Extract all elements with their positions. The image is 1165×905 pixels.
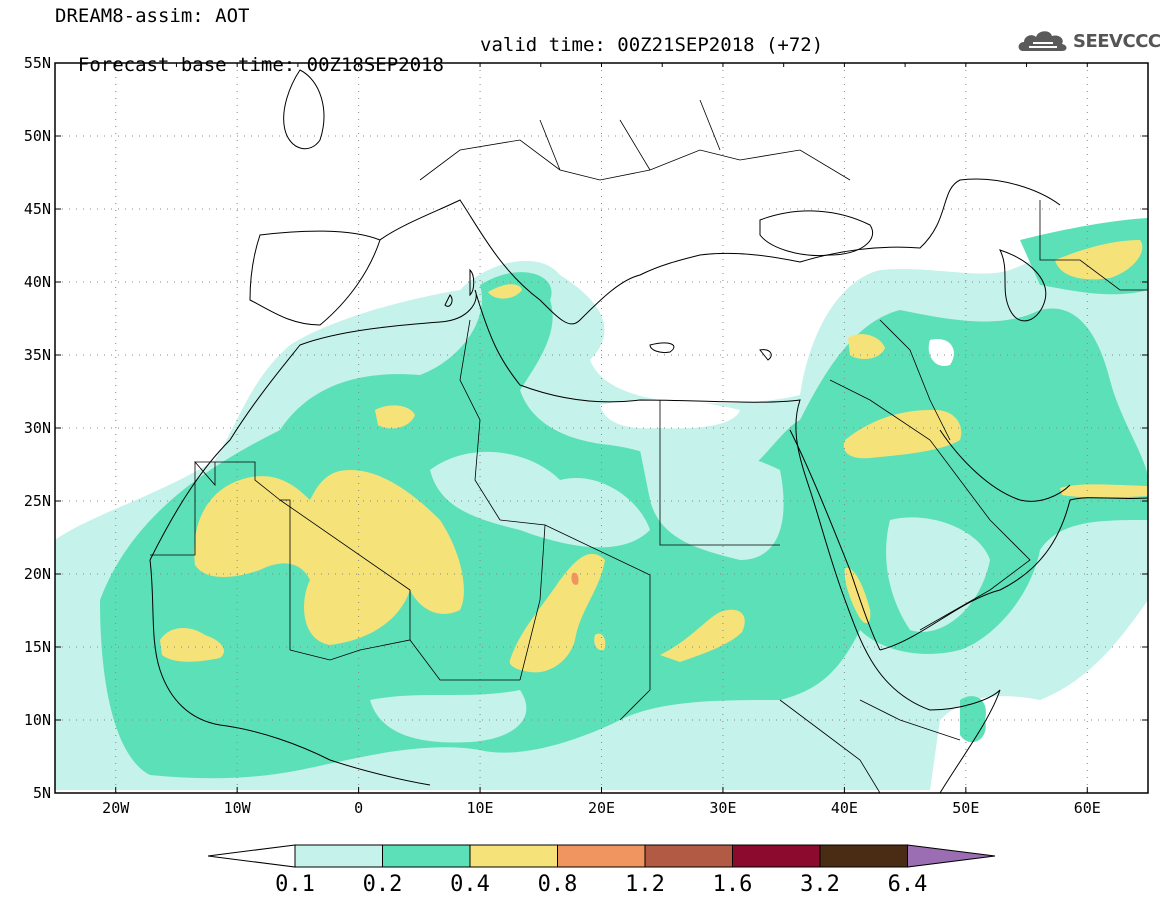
- aot-band-02c: [960, 696, 986, 743]
- aot-band-08-spot: [571, 572, 579, 585]
- colorbar-segment: [469, 844, 558, 868]
- border-central-asia: [1039, 200, 1148, 291]
- aot-band-04-main: [194, 470, 464, 645]
- aot-band-04-f: [848, 334, 885, 360]
- aot-band-04-e: [843, 409, 962, 459]
- latitude-labels: 55N 50N 45N 40N 35N 30N 25N 20N 15N 10N 5N: [24, 54, 51, 802]
- aot-band-04-b: [509, 553, 605, 673]
- border-libya-egypt: [659, 400, 780, 546]
- west-africa-coast: [149, 559, 431, 786]
- mediterranean-islands: [444, 268, 772, 361]
- forecast-times: Forecast base time: 00Z18SEP2018 valid t…: [55, 35, 823, 95]
- border-chad-sudan: [544, 524, 651, 721]
- lon-label: 40E: [831, 799, 858, 817]
- lon-label: 60E: [1074, 799, 1101, 817]
- border-algeria-libya: [459, 319, 501, 521]
- lat-label: 5N: [33, 784, 51, 802]
- aot-low-patch-1: [430, 451, 650, 548]
- logo-text: SEEVCCC: [1073, 30, 1161, 52]
- uk: [283, 69, 325, 150]
- lat-label: 30N: [24, 419, 51, 437]
- seevccc-logo: SEEVCCC: [1017, 26, 1161, 56]
- europe-coast: [379, 178, 1061, 325]
- aot-low-patch-4: [370, 690, 527, 743]
- colorbar-segment: [644, 844, 733, 868]
- colorbar-segment: [557, 844, 646, 868]
- lat-label: 35N: [24, 346, 51, 364]
- colorbar-label: 6.4: [887, 872, 928, 897]
- lon-label: 20E: [588, 799, 615, 817]
- aot-gap-2: [928, 339, 954, 366]
- border-saudi: [829, 379, 1031, 631]
- iberia: [249, 230, 381, 326]
- colorbar-segment: [382, 844, 471, 868]
- colorbar-label: 1.6: [712, 872, 753, 897]
- longitude-labels: 20W 10W 0 10E 20E 30E 40E 50E 60E: [102, 799, 1101, 817]
- aot-gap-1: [600, 399, 740, 429]
- border-iraq-iran: [879, 319, 951, 441]
- lat-label: 20N: [24, 565, 51, 583]
- persian-gulf: [939, 429, 1071, 502]
- colorbar: [207, 844, 996, 868]
- colorbar-under-triangle: [207, 844, 296, 868]
- colorbar-label: 0.1: [275, 872, 315, 897]
- border-mauritania-mali: [195, 461, 291, 650]
- border-algeria-mali: [279, 499, 411, 640]
- valid-time: valid time: 00Z21SEP2018 (+72): [480, 34, 824, 56]
- colorbar-over-triangle: [907, 844, 996, 868]
- border-western-sahara: [150, 460, 216, 556]
- aot-band-04-h: [375, 405, 415, 429]
- lat-label: 55N: [24, 54, 51, 72]
- aot-band-04-i: [488, 284, 522, 299]
- lat-label: 50N: [24, 127, 51, 145]
- aot-band-04-l: [594, 633, 606, 651]
- border-sahel-south: [289, 639, 520, 681]
- lon-label: 10W: [224, 799, 252, 817]
- lat-label: 15N: [24, 638, 51, 656]
- aot-low-patch-3: [886, 517, 990, 632]
- arabia-coast: [879, 497, 1148, 651]
- caspian-sea: [999, 249, 1047, 322]
- colorbar-segment: [732, 844, 821, 868]
- lon-label: 20W: [102, 799, 130, 817]
- coastlines: [149, 69, 1148, 793]
- colorbar-segment: [819, 844, 908, 868]
- lat-label: 10N: [24, 711, 51, 729]
- border-niger-chad: [499, 519, 546, 681]
- aot-band-04-c: [660, 609, 745, 662]
- map-title: DREAM8-assim: AOT: [55, 5, 250, 27]
- country-borders: [150, 99, 1148, 793]
- lat-label: 45N: [24, 200, 51, 218]
- aot-band-04-g: [1055, 240, 1143, 280]
- colorbar-segment: [294, 844, 383, 868]
- colorbar-label: 0.4: [450, 872, 490, 897]
- colorbar-label: 3.2: [800, 872, 840, 897]
- aot-low-patch-2: [640, 446, 784, 560]
- axis-ticks: [54, 62, 1149, 794]
- africa-coast: [149, 289, 1001, 793]
- lon-label: 50E: [952, 799, 979, 817]
- red-sea: [789, 429, 881, 651]
- lon-label: 0: [354, 799, 363, 817]
- lon-label: 10E: [467, 799, 494, 817]
- border-eastern-africa: [779, 699, 961, 793]
- border-europe: [419, 99, 851, 181]
- colorbar-label: 0.8: [537, 872, 578, 897]
- colorbar-label: 1.2: [625, 872, 665, 897]
- lat-label: 40N: [24, 273, 51, 291]
- aot-band-04-k: [1060, 484, 1148, 498]
- colorbar-label: 0.2: [362, 872, 403, 897]
- cloud-icon: [1018, 31, 1067, 51]
- aot-band-04-d: [160, 628, 225, 662]
- lat-label: 25N: [24, 492, 51, 510]
- lon-label: 30E: [709, 799, 736, 817]
- base-time: Forecast base time: 00Z18SEP2018: [77, 54, 444, 76]
- black-sea: [759, 210, 873, 257]
